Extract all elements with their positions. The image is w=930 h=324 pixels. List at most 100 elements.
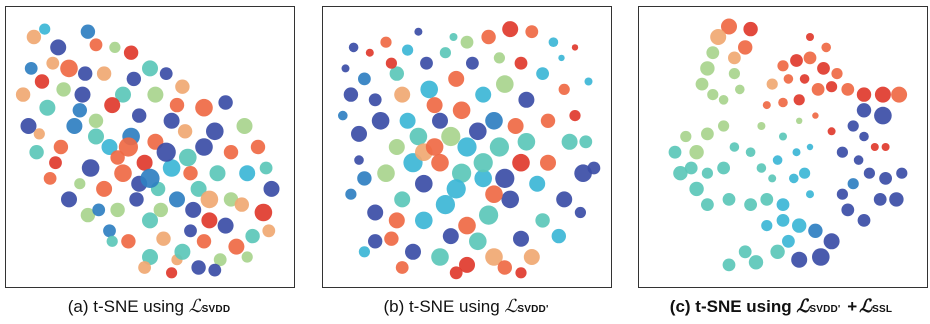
scatter-point — [46, 56, 60, 70]
scatter-point — [485, 112, 503, 130]
scatter-point — [497, 260, 512, 275]
scatter-point — [341, 64, 350, 73]
scatter-point — [367, 204, 384, 221]
scatter-point — [208, 263, 222, 277]
scatter-point — [195, 98, 213, 117]
scatter-point — [358, 246, 370, 258]
scatter-point — [495, 168, 515, 188]
scatter-point — [874, 106, 892, 125]
scatter-point — [485, 248, 503, 266]
scatter-point — [262, 224, 276, 238]
scatter-point — [29, 145, 44, 160]
scatter-point — [831, 68, 843, 80]
scatter-point — [856, 87, 872, 102]
scatter-point — [169, 97, 185, 113]
scatter-point — [109, 41, 121, 54]
scatter-point — [808, 223, 823, 238]
scatter-point — [26, 29, 42, 45]
scatter-point — [74, 86, 91, 103]
scatter-point — [760, 193, 774, 206]
scatter-point — [439, 47, 451, 59]
scatter-point — [821, 42, 831, 53]
scatter-point — [856, 103, 872, 118]
caption-b: (b) t-SNE using ℒSVDD' — [311, 296, 621, 317]
scatter-point — [722, 193, 736, 206]
scatter-point — [174, 243, 191, 260]
scatter-point — [535, 213, 550, 228]
scatter-point — [33, 128, 45, 140]
scatter-point — [799, 74, 810, 84]
scatter-point — [239, 165, 256, 182]
scatter-point — [836, 146, 848, 158]
scatter-point — [579, 135, 593, 149]
scatter-point — [185, 201, 202, 218]
scatter-point — [710, 29, 727, 45]
scatter-point — [190, 180, 207, 197]
scatter-point — [789, 173, 799, 184]
scatter-point — [817, 62, 830, 75]
scatter-point — [357, 171, 372, 186]
scatter-point — [857, 214, 871, 227]
scatter-point — [169, 191, 185, 208]
scatter-point — [60, 59, 78, 78]
scatter-point — [501, 190, 519, 209]
scatter-point — [469, 232, 487, 251]
scatter-point — [790, 54, 803, 67]
scatter-point — [66, 118, 83, 134]
scatter-point — [142, 249, 158, 265]
scatter-plot-c — [638, 6, 928, 288]
scatter-point — [806, 33, 814, 41]
scatter-point — [718, 120, 730, 132]
scatter-point — [177, 124, 193, 139]
scatter-point — [791, 251, 808, 268]
caption-a-prefix: (a) t-SNE using — [67, 297, 184, 316]
scatter-point — [358, 72, 371, 86]
scatter-point — [770, 244, 785, 259]
scatter-point — [556, 191, 573, 208]
scatter-point — [250, 139, 266, 155]
scatter-point — [874, 86, 891, 103]
scatter-point — [103, 224, 116, 238]
scatter-point — [796, 117, 803, 125]
scatter-point — [806, 190, 814, 199]
scatter-point — [873, 193, 887, 206]
scatter-point — [792, 218, 807, 233]
scatter-point — [827, 127, 836, 136]
scatter-point — [836, 188, 848, 200]
scatter-point — [689, 181, 704, 197]
scatter-point — [388, 212, 405, 229]
scatter-point — [870, 143, 879, 151]
scatter-point — [175, 79, 190, 94]
scatter-point — [20, 118, 37, 134]
scatter-point — [426, 97, 443, 114]
scatter-point — [766, 78, 778, 90]
scatter-point — [223, 192, 239, 207]
scatter-point — [574, 164, 592, 182]
scatter-point — [748, 255, 764, 270]
scatter-point — [792, 148, 801, 157]
scatter-point — [118, 137, 138, 157]
scatter-point — [209, 165, 226, 182]
scatter-point — [475, 86, 492, 103]
scatter-point — [191, 260, 206, 275]
scatter-point — [823, 233, 840, 250]
scatter-point — [841, 203, 855, 217]
scatter-point — [96, 180, 113, 197]
scatter-point — [540, 113, 556, 128]
scatter-point — [89, 38, 103, 52]
scatter-point — [744, 198, 757, 212]
scatter-point — [536, 67, 549, 80]
scatter-point — [680, 130, 692, 143]
scatter-point — [496, 75, 514, 93]
scatter-point — [142, 212, 158, 229]
scatter-point — [395, 261, 409, 274]
scatter-point — [745, 147, 756, 157]
scatter-point — [435, 195, 455, 215]
scatter-point — [380, 36, 392, 48]
scatter-plot-b — [322, 6, 612, 288]
scatter-point — [351, 125, 367, 142]
scatter-point — [706, 46, 720, 60]
scatter-point — [162, 159, 181, 177]
scatter-point — [129, 192, 144, 207]
scatter-point — [236, 118, 253, 134]
